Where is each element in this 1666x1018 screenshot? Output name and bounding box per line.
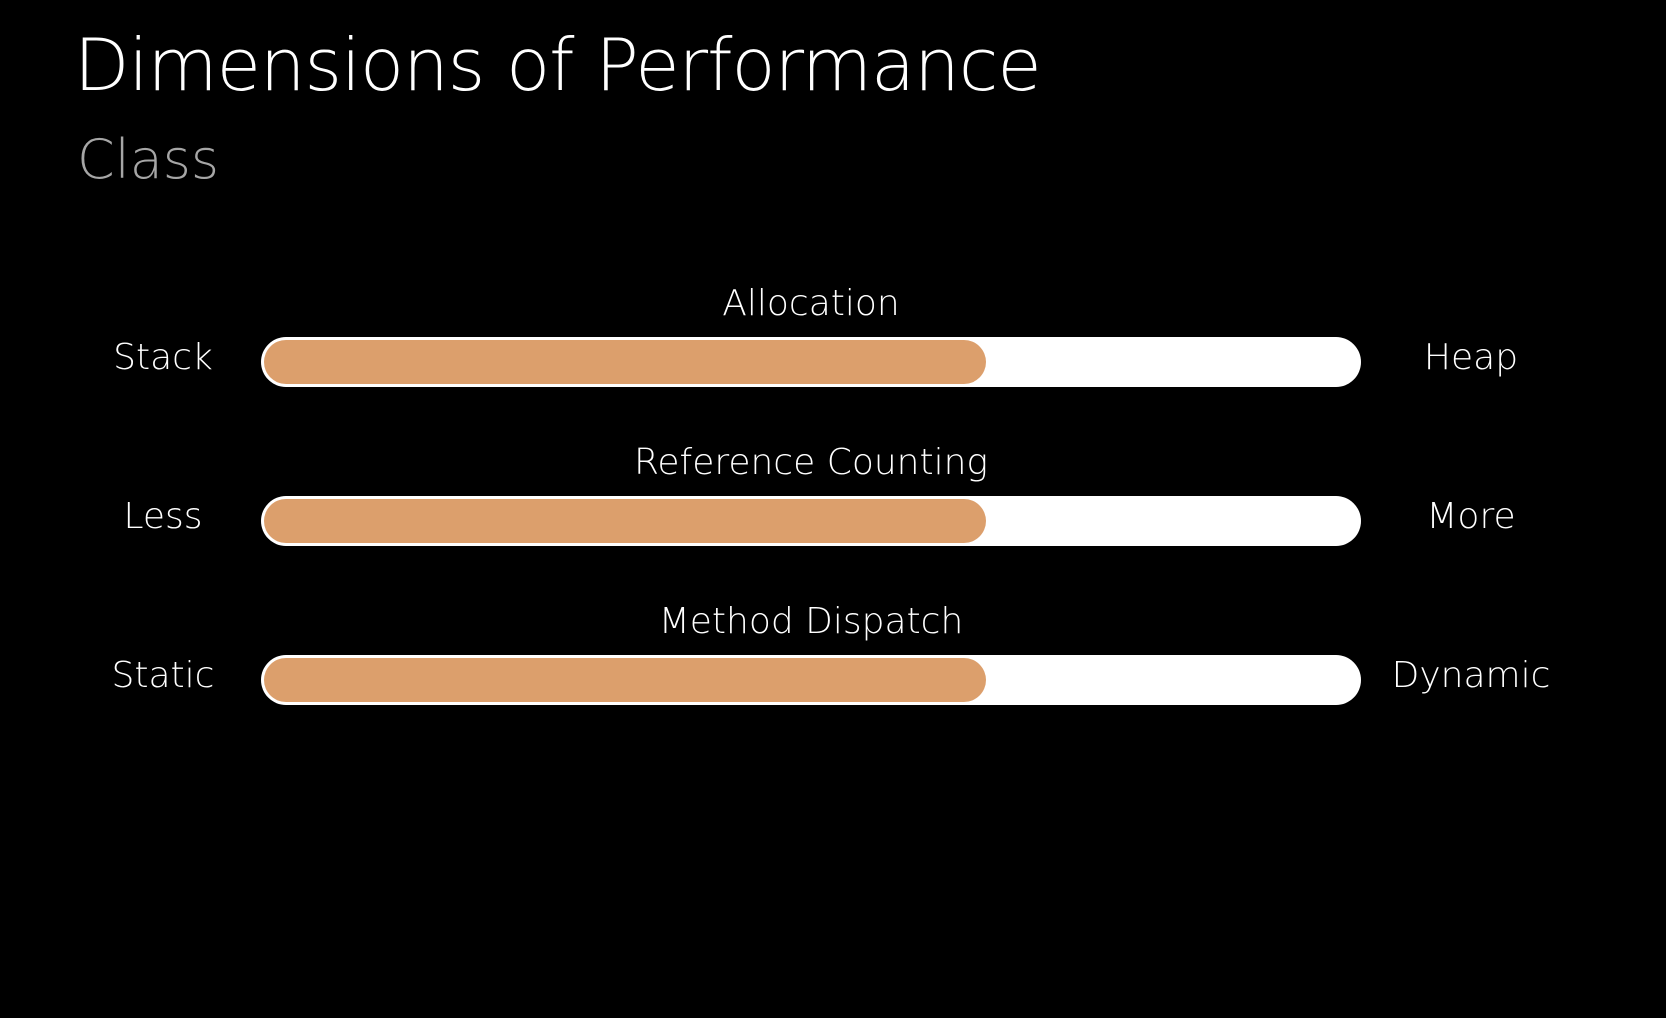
scale-track [261, 655, 1361, 705]
dimension-allocation: Allocation Stack Heap [0, 282, 1666, 402]
dimension-label: Method Dispatch [658, 601, 964, 642]
scale-left-label: Less [123, 496, 203, 537]
scale-left-label: Static [111, 655, 215, 696]
scale-right-label: Dynamic [1391, 655, 1551, 696]
dimension-reference-counting: Reference Counting Less More [0, 441, 1666, 561]
dimension-label: Allocation [722, 283, 900, 324]
dimension-method-dispatch: Method Dispatch Static Dynamic [0, 600, 1666, 720]
scale-fill [264, 340, 986, 384]
scale-track [261, 496, 1361, 546]
slide-title: Dimensions of Performance [74, 23, 1042, 107]
scale-fill [264, 658, 986, 702]
scale-right-label: Heap [1423, 337, 1519, 378]
scale-fill [264, 499, 986, 543]
dimension-label: Reference Counting [633, 442, 989, 483]
scale-left-label: Stack [113, 337, 213, 378]
scale-track [261, 337, 1361, 387]
slide-subtitle: Class [77, 128, 220, 191]
scale-right-label: More [1426, 496, 1516, 537]
